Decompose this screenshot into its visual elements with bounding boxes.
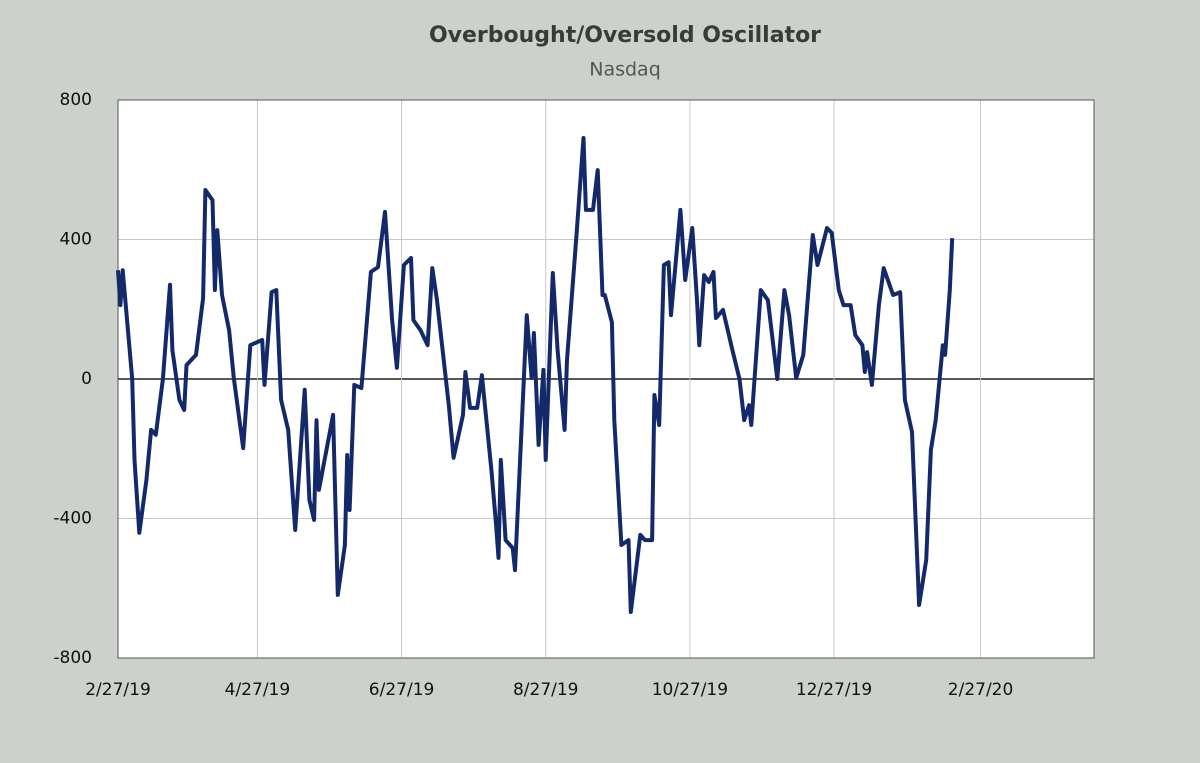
x-tick-label: 2/27/20 — [948, 680, 1014, 700]
chart-title: Overbought/Oversold Oscillator — [429, 23, 821, 48]
x-tick-label: 12/27/19 — [796, 680, 872, 700]
chart-subtitle: Nasdaq — [589, 59, 661, 81]
y-tick-label: -400 — [53, 509, 92, 529]
x-tick-label: 8/27/19 — [513, 680, 579, 700]
series-line — [116, 136, 955, 614]
y-tick-label: 0 — [81, 369, 92, 389]
plot-border — [117, 99, 1095, 659]
x-tick-label: 6/27/19 — [369, 680, 435, 700]
x-tick-label: 2/27/19 — [85, 680, 151, 700]
x-tick-label: 10/27/19 — [652, 680, 728, 700]
y-tick-label: -800 — [53, 648, 92, 668]
y-tick-label: 400 — [60, 230, 92, 250]
y-tick-label: 800 — [60, 90, 92, 110]
x-tick-label: 4/27/19 — [225, 680, 291, 700]
